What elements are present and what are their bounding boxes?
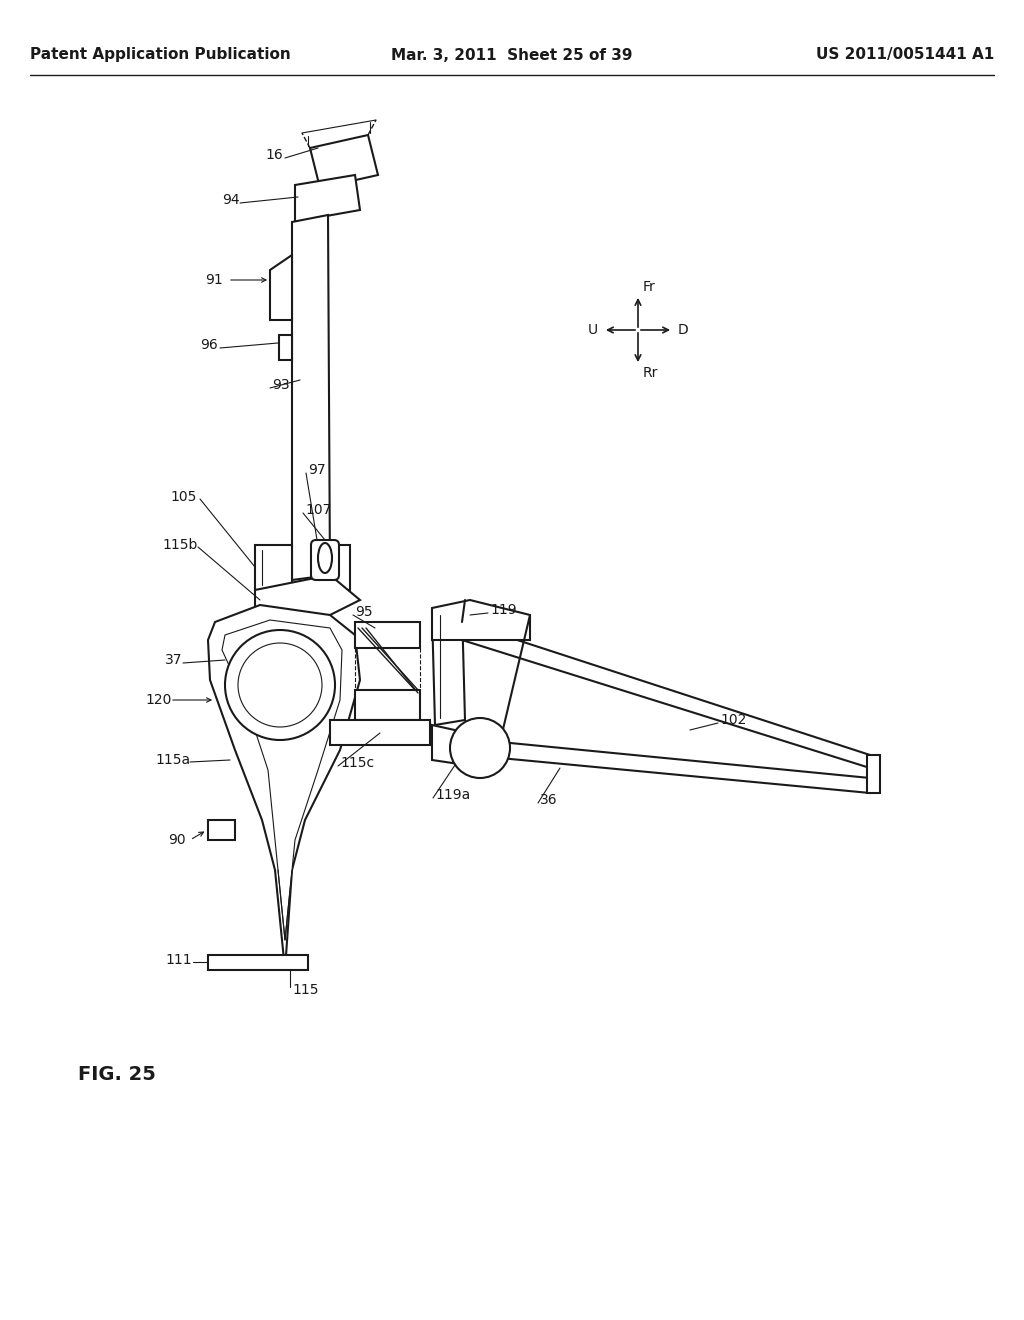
Polygon shape: [432, 725, 500, 770]
Text: Rr: Rr: [643, 366, 658, 380]
Polygon shape: [208, 954, 308, 970]
Text: FIG. 25: FIG. 25: [78, 1065, 156, 1085]
Text: 119: 119: [490, 603, 517, 616]
Polygon shape: [295, 176, 360, 235]
Polygon shape: [208, 820, 234, 840]
Text: 16: 16: [265, 148, 283, 162]
Ellipse shape: [318, 543, 332, 573]
Polygon shape: [432, 601, 530, 640]
Polygon shape: [255, 545, 292, 590]
Circle shape: [450, 718, 510, 777]
Text: 115c: 115c: [340, 756, 374, 770]
Text: 96: 96: [200, 338, 218, 352]
Polygon shape: [292, 215, 330, 579]
Circle shape: [225, 630, 335, 741]
Text: 120: 120: [145, 693, 171, 708]
Polygon shape: [270, 255, 292, 319]
Text: Mar. 3, 2011  Sheet 25 of 39: Mar. 3, 2011 Sheet 25 of 39: [391, 48, 633, 62]
Text: 90: 90: [168, 833, 185, 847]
Polygon shape: [255, 576, 360, 615]
FancyBboxPatch shape: [311, 540, 339, 579]
Polygon shape: [330, 719, 430, 744]
Text: D: D: [678, 323, 689, 337]
Text: 95: 95: [355, 605, 373, 619]
Text: 97: 97: [308, 463, 326, 477]
Text: US 2011/0051441 A1: US 2011/0051441 A1: [816, 48, 994, 62]
Polygon shape: [867, 755, 880, 793]
Text: 115b: 115b: [162, 539, 198, 552]
Text: 37: 37: [165, 653, 182, 667]
Polygon shape: [310, 135, 378, 187]
Polygon shape: [208, 605, 360, 970]
Polygon shape: [328, 545, 350, 590]
Polygon shape: [222, 620, 342, 940]
Polygon shape: [462, 622, 870, 768]
Text: 93: 93: [272, 378, 290, 392]
Polygon shape: [432, 609, 465, 725]
Text: 115a: 115a: [155, 752, 190, 767]
Text: 119a: 119a: [435, 788, 470, 803]
Polygon shape: [355, 690, 420, 719]
Text: 94: 94: [222, 193, 240, 207]
Text: 107: 107: [305, 503, 332, 517]
Text: Patent Application Publication: Patent Application Publication: [30, 48, 291, 62]
Circle shape: [238, 643, 322, 727]
Text: 102: 102: [720, 713, 746, 727]
Text: 105: 105: [170, 490, 197, 504]
Polygon shape: [355, 622, 420, 648]
Text: 36: 36: [540, 793, 558, 807]
Text: Fr: Fr: [643, 280, 655, 294]
Text: 111: 111: [165, 953, 191, 968]
Text: 115: 115: [292, 983, 318, 997]
Text: U: U: [588, 323, 598, 337]
Polygon shape: [279, 335, 292, 360]
Polygon shape: [500, 742, 870, 793]
Text: 91: 91: [205, 273, 223, 286]
